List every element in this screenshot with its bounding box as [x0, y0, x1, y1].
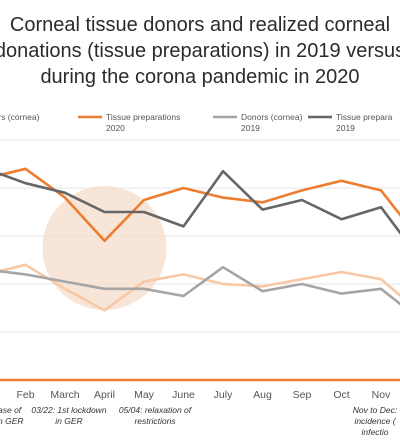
- series-line-2: [0, 167, 400, 243]
- series-line-4: [0, 169, 400, 235]
- chart-title: Corneal tissue donors and realized corne…: [0, 14, 400, 88]
- x-tick-label: Aug: [253, 389, 272, 401]
- x-axis: JanFebMarchAprilMayJuneJulyAugSepOctNovD…: [0, 378, 400, 401]
- legend-label: 2019: [241, 123, 260, 133]
- annotation-text: ase of: [0, 405, 23, 415]
- title-line-1: Corneal tissue donors and realized corne…: [10, 14, 390, 36]
- annotation-text: restrictions: [134, 416, 176, 426]
- title-line-3: during the corona pandemic in 2020: [40, 66, 359, 88]
- annotation-text: n GER: [0, 416, 24, 426]
- x-tick-label: Feb: [16, 389, 34, 401]
- annotation-text: 05/04: relaxation of: [119, 405, 193, 415]
- annotation-text: infectio: [362, 427, 389, 437]
- legend-label: Tissue preparations: [106, 112, 180, 122]
- x-tick-label: June: [172, 389, 195, 401]
- legend-label: 2019: [336, 123, 355, 133]
- legend-label: 2020: [106, 123, 125, 133]
- annotation-text: 03/22: 1st lockdown: [31, 405, 106, 415]
- x-tick-label: July: [214, 389, 233, 401]
- highlight-circle: [42, 186, 167, 310]
- x-tick-label: May: [134, 389, 155, 401]
- legend-label: Donors (cornea): [0, 112, 40, 122]
- annotation-text: Nov to Dec:: [353, 405, 398, 415]
- x-tick-label: Sep: [293, 389, 312, 401]
- x-tick-label: March: [50, 389, 79, 401]
- x-tick-label: Oct: [333, 389, 349, 401]
- series-line-3: [0, 265, 400, 306]
- annotation-text: in GER: [55, 416, 82, 426]
- highlight-layer: [42, 186, 167, 310]
- legend: Donors (cornea) 2020Tissue preparations 20…: [0, 112, 393, 133]
- x-tick-label: April: [94, 389, 115, 401]
- x-tick-label: Nov: [372, 389, 391, 401]
- legend-label: Donors (cornea): [241, 112, 303, 122]
- title-line-2: donations (tissue preparations) in 2019 …: [0, 40, 400, 62]
- series-lines: [0, 167, 400, 312]
- annotation-text: incidence (: [354, 416, 396, 426]
- series-line-1: [0, 263, 400, 312]
- legend-label: Tissue prepara: [336, 112, 393, 122]
